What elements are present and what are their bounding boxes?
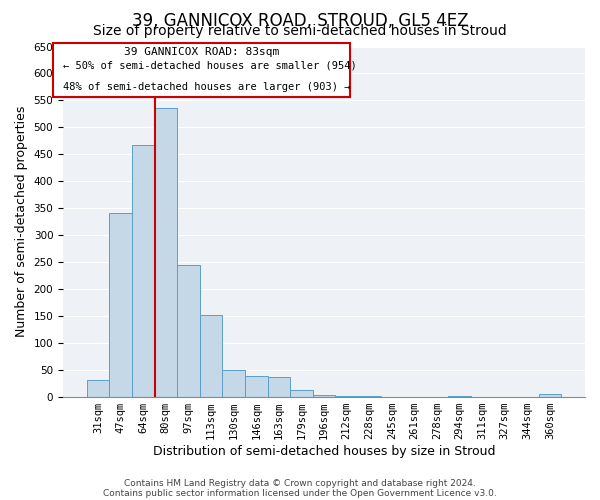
Text: Contains HM Land Registry data © Crown copyright and database right 2024.: Contains HM Land Registry data © Crown c…: [124, 478, 476, 488]
Text: Size of property relative to semi-detached houses in Stroud: Size of property relative to semi-detach…: [93, 24, 507, 38]
Bar: [109, 214, 132, 396]
Bar: [132, 145, 155, 397]
Text: 39, GANNICOX ROAD, STROUD, GL5 4EZ: 39, GANNICOX ROAD, STROUD, GL5 4EZ: [132, 12, 468, 30]
Bar: [245, 376, 268, 396]
Bar: [539, 394, 561, 396]
Text: 39 GANNICOX ROAD: 83sqm: 39 GANNICOX ROAD: 83sqm: [124, 47, 279, 57]
Bar: [290, 390, 313, 396]
Bar: [200, 314, 223, 396]
Text: ← 50% of semi-detached houses are smaller (954): ← 50% of semi-detached houses are smalle…: [63, 61, 357, 71]
Bar: [155, 108, 177, 397]
X-axis label: Distribution of semi-detached houses by size in Stroud: Distribution of semi-detached houses by …: [153, 444, 495, 458]
Y-axis label: Number of semi-detached properties: Number of semi-detached properties: [15, 106, 28, 337]
FancyBboxPatch shape: [53, 43, 350, 98]
Text: 48% of semi-detached houses are larger (903) →: 48% of semi-detached houses are larger (…: [63, 82, 350, 92]
Bar: [87, 380, 109, 396]
Text: Contains public sector information licensed under the Open Government Licence v3: Contains public sector information licen…: [103, 488, 497, 498]
Bar: [313, 395, 335, 396]
Bar: [223, 370, 245, 396]
Bar: [268, 376, 290, 396]
Bar: [177, 264, 200, 396]
